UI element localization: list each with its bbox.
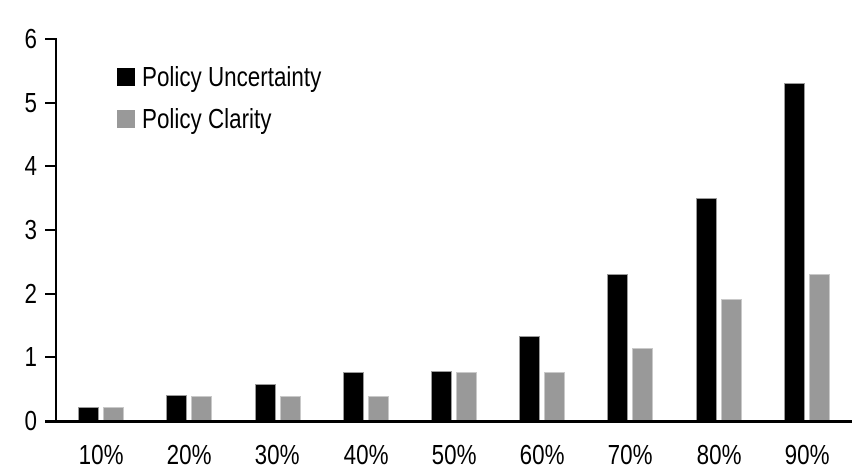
x-tick-label: 50%: [431, 439, 477, 470]
legend-item-policy-uncertainty: Policy Uncertainty: [117, 62, 366, 92]
bar-policy-clarity-60%: [544, 371, 566, 420]
y-tick-label: 0: [24, 405, 37, 436]
legend-label: Policy Uncertainty: [142, 61, 322, 92]
bar-policy-clarity-40%: [367, 395, 389, 420]
bar-policy-uncertainty-70%: [607, 274, 629, 420]
bar-policy-clarity-50%: [455, 371, 477, 420]
y-tick-label: 4: [24, 150, 37, 181]
bar-policy-clarity-90%: [808, 274, 830, 420]
bar-policy-uncertainty-50%: [430, 370, 452, 420]
y-axis-tick: [45, 102, 57, 104]
x-tick-label: 10%: [78, 439, 124, 470]
bar-policy-uncertainty-60%: [519, 336, 541, 420]
x-tick-label: 30%: [255, 439, 300, 470]
y-axis-tick: [45, 356, 57, 358]
x-tick-label: 70%: [607, 439, 653, 470]
bar-policy-uncertainty-90%: [783, 83, 805, 420]
y-axis-tick: [45, 229, 57, 231]
y-axis-tick: [45, 38, 57, 40]
bar-group-20%: [145, 39, 233, 420]
bar-group-70%: [586, 39, 674, 420]
bar-policy-clarity-80%: [720, 299, 742, 420]
bar-group-80%: [675, 39, 763, 420]
bar-policy-uncertainty-30%: [254, 383, 276, 420]
bar-policy-clarity-30%: [279, 395, 301, 420]
bar-group-10%: [57, 39, 145, 420]
bar-policy-clarity-10%: [103, 407, 125, 420]
x-tick-label: 80%: [696, 439, 742, 470]
bar-policy-clarity-20%: [191, 395, 213, 420]
y-axis-tick: [45, 293, 57, 295]
y-tick-label: 5: [24, 87, 37, 118]
y-tick-label: 1: [24, 341, 37, 372]
bar-group-90%: [763, 39, 851, 420]
bar-policy-uncertainty-80%: [695, 197, 717, 420]
bar-policy-uncertainty-10%: [78, 407, 100, 420]
legend: Policy Uncertainty Policy Clarity: [117, 62, 366, 134]
legend-item-policy-clarity: Policy Clarity: [117, 104, 366, 134]
bar-group-40%: [322, 39, 410, 420]
x-tick-label: 90%: [784, 439, 830, 470]
bar-policy-clarity-70%: [632, 348, 654, 420]
y-tick-label: 2: [24, 278, 37, 309]
legend-swatch-gray-icon: [117, 110, 135, 128]
legend-swatch-black-icon: [117, 68, 135, 86]
bar-group-60%: [498, 39, 586, 420]
legend-label: Policy Clarity: [142, 103, 272, 134]
bar-group-50%: [410, 39, 498, 420]
x-axis-labels: 10% 20% 30% 40% 50% 60% 70% 80% 90%: [57, 441, 851, 469]
y-axis-tick: [45, 165, 57, 167]
bar-policy-uncertainty-20%: [166, 394, 188, 420]
plot-area: [57, 39, 851, 420]
x-tick-label: 60%: [519, 439, 565, 470]
x-axis-line: [45, 420, 852, 423]
bar-policy-uncertainty-40%: [342, 372, 364, 420]
x-tick-label: 40%: [343, 439, 389, 470]
y-tick-label: 6: [24, 23, 37, 54]
x-tick-label: 20%: [166, 439, 212, 470]
bar-group-30%: [233, 39, 321, 420]
y-tick-label: 3: [24, 214, 37, 245]
